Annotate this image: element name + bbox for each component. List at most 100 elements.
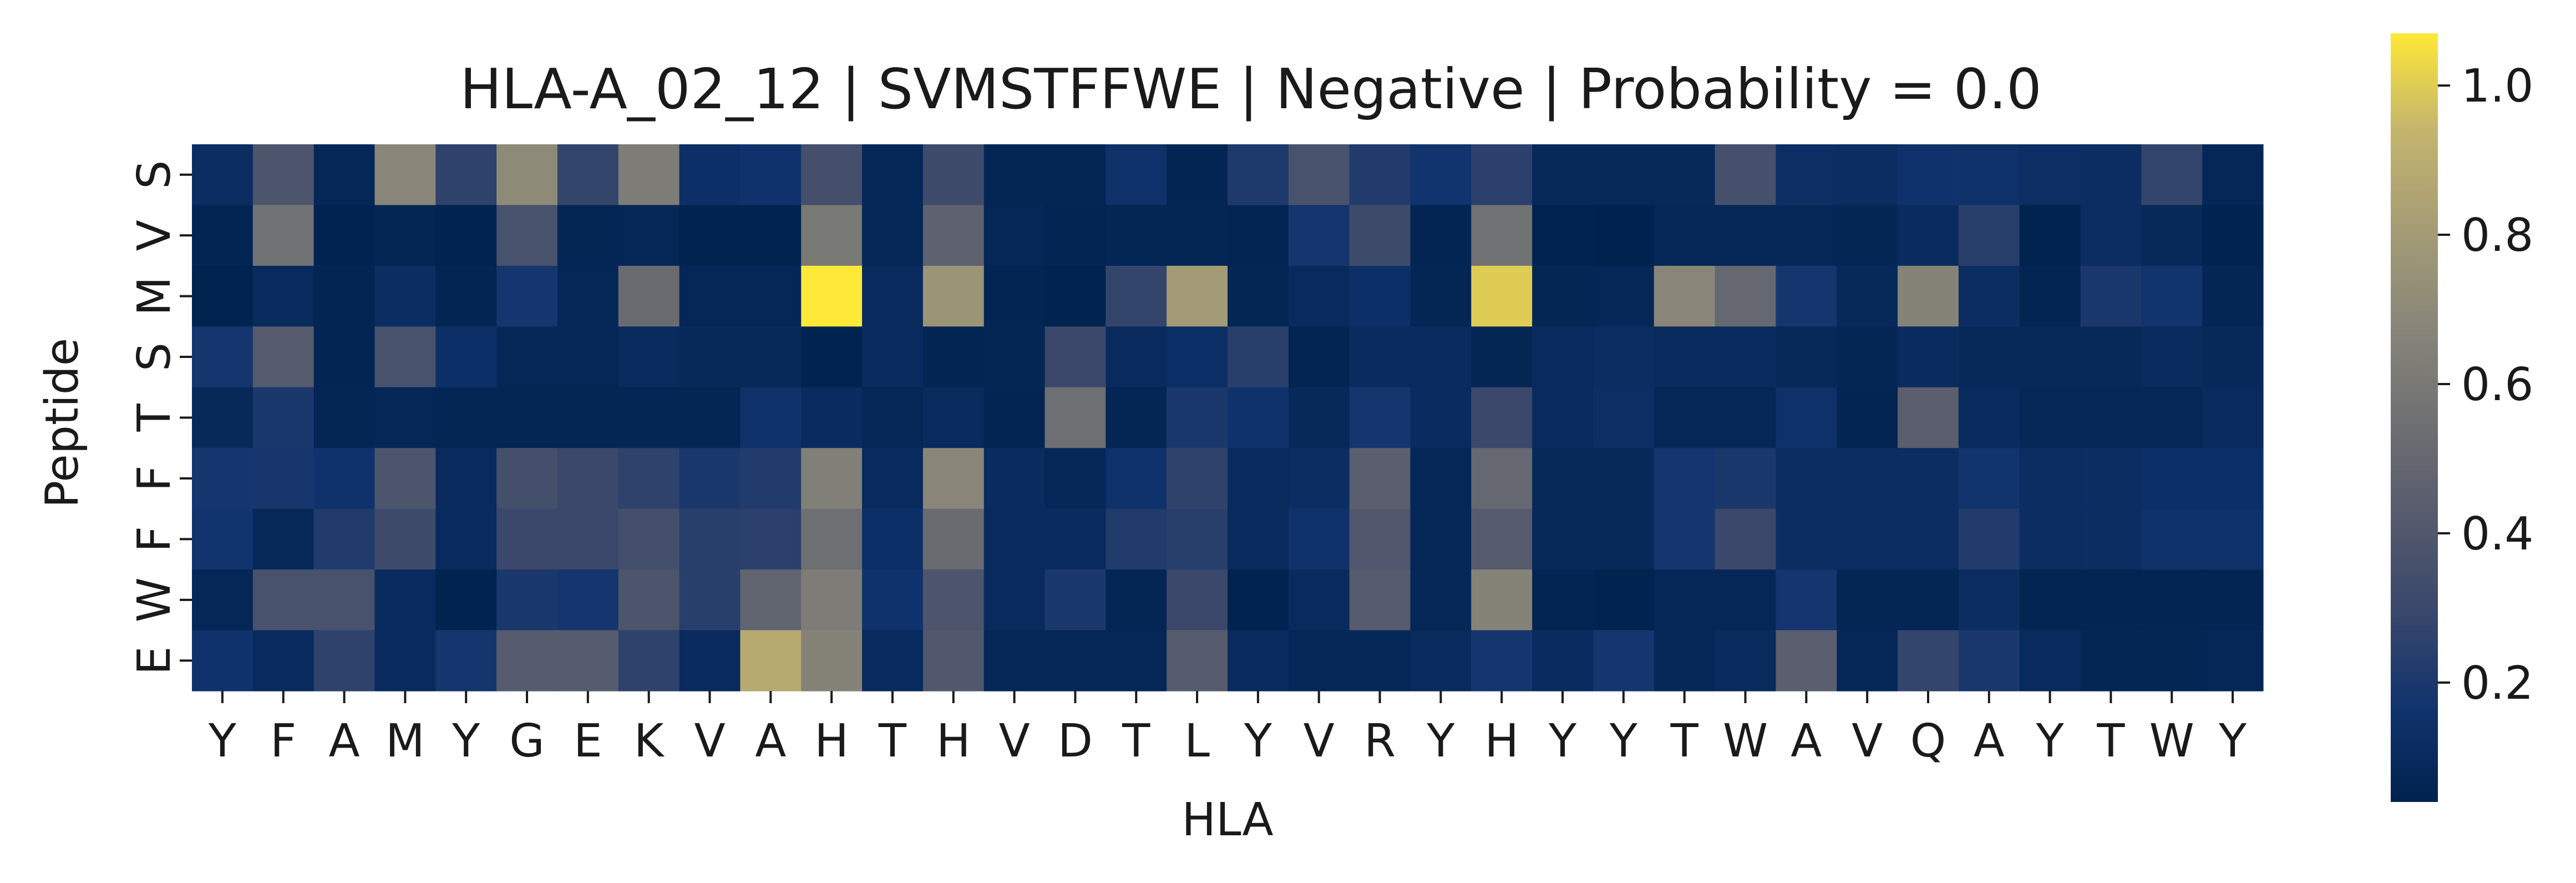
heatmap-cell [1837,265,1898,327]
heatmap-cell [557,326,619,388]
heatmap-cell [192,265,253,327]
heatmap-cell [740,569,802,631]
y-axis-ticks: SVMSTFFWE [128,160,192,675]
heatmap-cell [496,448,558,509]
heatmap-cell [983,326,1046,388]
heatmap-cell [862,630,924,692]
heatmap-cell [1654,569,1716,631]
heatmap-cell [1776,630,1837,692]
y-tick-label: M [128,276,181,316]
heatmap-cell [252,569,315,631]
heatmap-cell [801,448,863,509]
heatmap-cell [1593,326,1655,388]
heatmap-cell [1532,630,1594,692]
x-tick-label: V [1852,715,1883,768]
heatmap-cell [313,205,376,266]
heatmap-cell [740,448,802,509]
heatmap-cell [2202,569,2264,631]
heatmap-cell [740,387,802,448]
heatmap-cell [1715,448,1777,509]
heatmap-cell [1898,387,1959,448]
x-tick-label: V [999,715,1030,768]
heatmap-cell [862,448,924,509]
heatmap-cell [1958,387,2020,448]
heatmap-cell [1228,569,1289,631]
heatmap-cell [496,387,558,448]
heatmap-cell [1776,265,1837,327]
heatmap-cell [252,630,315,692]
heatmap-cell [1410,265,1472,327]
heatmap-cell [2141,265,2203,327]
x-tick-label: H [936,715,971,768]
heatmap-cell [2080,326,2142,388]
x-tick-label: Y [452,715,480,768]
x-tick-label: T [878,715,907,768]
heatmap-cell [1106,144,1167,206]
heatmap-cell [1898,144,1959,206]
heatmap-cell [618,630,680,692]
heatmap-cell [1167,448,1228,509]
heatmap-cell [1471,144,1533,206]
heatmap-cell [1106,387,1167,448]
x-tick-label: A [1974,715,2005,768]
heatmap-cell [1776,569,1837,631]
colorbar-tick-label: 0.2 [2461,657,2533,710]
heatmap-cell [1410,448,1472,509]
heatmap-cell [1167,326,1228,388]
heatmap-cell [435,448,497,509]
heatmap-cell [1837,387,1898,448]
colorbar-tick-label: 0.4 [2461,508,2533,561]
heatmap-cell [2141,144,2203,206]
heatmap-cell [252,265,315,327]
heatmap-cell [1837,205,1898,266]
heatmap-cell [1044,387,1106,448]
heatmap-cell [1410,205,1472,266]
heatmap-cell [2019,387,2081,448]
chart-title: HLA-A_02_12 | SVMSTFFWE | Negative | Pro… [460,57,2042,122]
heatmap-cell [2080,569,2142,631]
heatmap-cell [679,630,741,692]
heatmap-cell [313,387,376,448]
y-tick-label: S [128,160,181,189]
y-tick-label: E [128,646,181,675]
heatmap-cell [1044,326,1106,388]
heatmap-cell [1593,508,1655,570]
heatmap-cell [1532,326,1594,388]
x-tick-label: F [270,715,296,768]
x-tick-label: Y [2218,715,2247,768]
heatmap-cell [862,326,924,388]
heatmap-cell [862,387,924,448]
heatmap-cell [801,569,863,631]
x-tick-label: T [1122,715,1150,768]
heatmap-cell [1288,144,1350,206]
heatmap-cell [1349,144,1411,206]
heatmap-cell [1167,569,1228,631]
heatmap-cell [192,205,253,266]
x-tick-label: K [634,715,665,768]
heatmap-cell [1898,326,1959,388]
heatmap-cell [1715,326,1777,388]
x-tick-label: Y [1609,715,1638,768]
heatmap-cell [1167,265,1228,327]
heatmap-cell [618,144,680,206]
heatmap-cell [2019,205,2081,266]
heatmap-cell [557,205,619,266]
y-tick-label: F [128,526,181,552]
heatmap-cell [1228,508,1289,570]
heatmap-cell [679,144,741,206]
heatmap-cell [2019,265,2081,327]
heatmap-cell [435,326,497,388]
heatmap-cell [740,205,802,266]
heatmap-cell [983,508,1046,570]
heatmap-cell [1837,448,1898,509]
heatmap-cell [1410,508,1472,570]
heatmap-cell [1898,265,1959,327]
heatmap-cell [374,387,436,448]
heatmap-cell [1776,508,1837,570]
x-tick-label: Y [1244,715,1272,768]
heatmap-cell [252,326,315,388]
heatmap-cell [192,569,253,631]
heatmap-cell [679,205,741,266]
x-tick-label: Y [1426,715,1455,768]
